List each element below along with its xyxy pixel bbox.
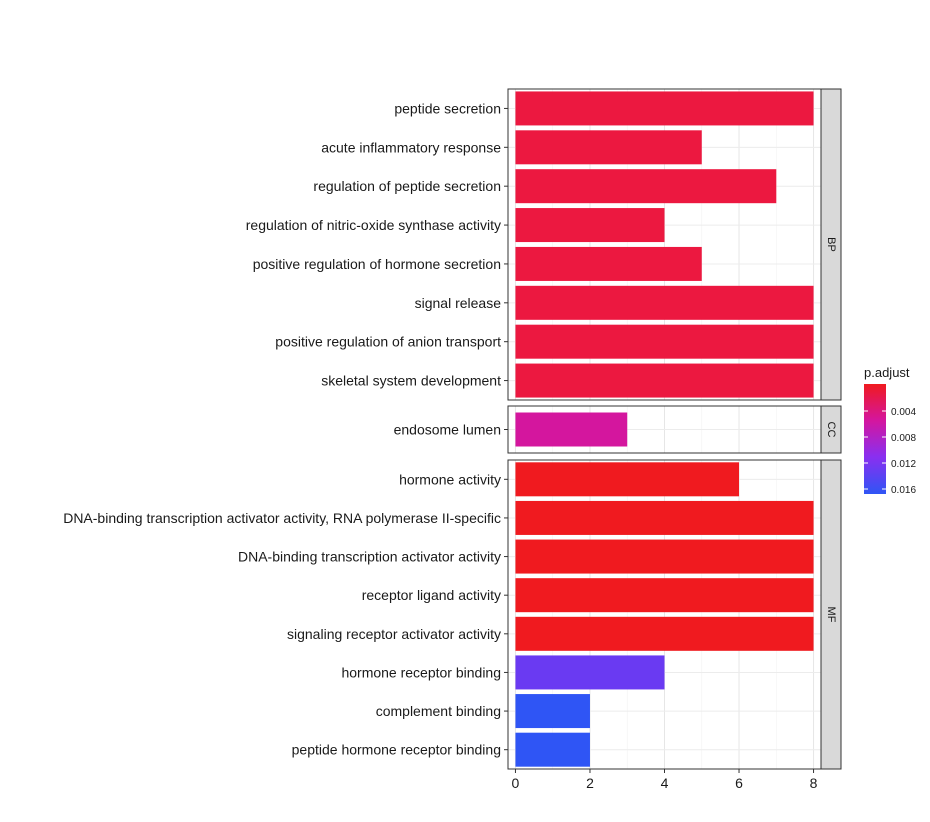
legend-colorbar bbox=[864, 384, 886, 494]
term-label: DNA-binding transcription activator acti… bbox=[238, 549, 501, 565]
bar bbox=[515, 130, 702, 165]
term-label: acute inflammatory response bbox=[321, 139, 501, 155]
facet-strip bbox=[820, 459, 842, 770]
x-axis: 0 2 4 6 8 bbox=[512, 769, 818, 791]
legend-tick-label: 0.012 bbox=[891, 459, 916, 470]
term-label: hormone activity bbox=[399, 471, 501, 487]
bar bbox=[515, 539, 814, 574]
x-tick-label: 4 bbox=[661, 775, 669, 791]
bar bbox=[515, 412, 628, 447]
facet-strip-label: MF bbox=[825, 607, 837, 623]
legend-ticks: 0.004 0.008 0.012 0.016 bbox=[864, 407, 916, 496]
bar bbox=[515, 285, 814, 320]
term-label: endosome lumen bbox=[394, 422, 501, 438]
legend: p.adjust 0.004 0.008 0.012 0.016 bbox=[864, 365, 916, 496]
x-tick-label: 6 bbox=[735, 775, 743, 791]
facet-panels: peptide secretion acute inflammatory resp… bbox=[63, 88, 842, 770]
bar bbox=[515, 655, 665, 690]
bar bbox=[515, 732, 590, 767]
term-label: DNA-binding transcription activator acti… bbox=[63, 510, 501, 526]
term-label: receptor ligand activity bbox=[362, 587, 501, 603]
x-tick-label: 8 bbox=[810, 775, 818, 791]
term-label: positive regulation of anion transport bbox=[275, 334, 501, 350]
term-label: positive regulation of hormone secretion bbox=[253, 256, 501, 272]
bar bbox=[515, 616, 814, 651]
term-label: hormone receptor binding bbox=[341, 664, 501, 680]
term-label: complement binding bbox=[376, 703, 501, 719]
legend-tick-label: 0.008 bbox=[891, 433, 916, 444]
facet-cc: endosome lumen CC bbox=[394, 405, 842, 454]
x-tick-label: 0 bbox=[512, 775, 520, 791]
term-label: peptide secretion bbox=[394, 100, 501, 116]
term-label: regulation of peptide secretion bbox=[313, 178, 501, 194]
facet-strip bbox=[820, 405, 842, 454]
facet-strip-label: BP bbox=[825, 237, 837, 252]
bar bbox=[515, 500, 814, 535]
facet-strip-label: CC bbox=[825, 422, 837, 438]
bar bbox=[515, 246, 702, 281]
bar bbox=[515, 462, 740, 497]
bar bbox=[515, 324, 814, 359]
term-label: signal release bbox=[415, 295, 502, 311]
bar bbox=[515, 694, 590, 729]
bar bbox=[515, 208, 665, 243]
legend-tick-label: 0.016 bbox=[891, 485, 916, 496]
term-label: regulation of nitric-oxide synthase acti… bbox=[246, 217, 501, 233]
legend-tick-label: 0.004 bbox=[891, 407, 916, 418]
bar bbox=[515, 363, 814, 398]
x-tick-label: 2 bbox=[586, 775, 594, 791]
term-label: skeletal system development bbox=[321, 373, 501, 389]
term-label: signaling receptor activator activity bbox=[287, 626, 501, 642]
bar bbox=[515, 91, 814, 126]
term-label: peptide hormone receptor binding bbox=[292, 742, 501, 758]
facet-mf: hormone activity DNA-binding transcriptio… bbox=[63, 459, 842, 770]
facet-bp: peptide secretion acute inflammatory resp… bbox=[246, 88, 842, 401]
legend-title: p.adjust bbox=[864, 365, 910, 380]
facet-strip bbox=[820, 88, 842, 401]
bar bbox=[515, 169, 777, 204]
bar bbox=[515, 578, 814, 613]
